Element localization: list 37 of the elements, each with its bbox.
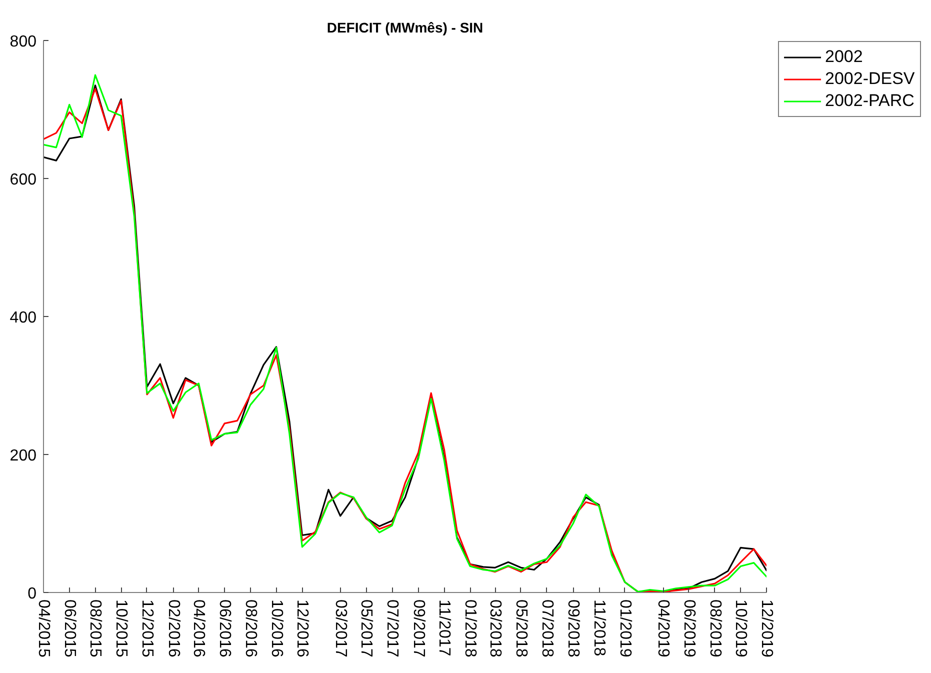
chart-title: DEFICIT (MWmês) - SIN xyxy=(326,20,484,36)
x-tick-label: 11/2018 xyxy=(590,600,608,656)
x-tick-label: 04/2015 xyxy=(35,600,52,658)
x-tick-label: 04/2019 xyxy=(654,600,672,658)
x-tick-label: 08/2016 xyxy=(242,600,259,658)
x-tick-label: 11/2017 xyxy=(436,600,453,656)
x-tick-label: 08/2019 xyxy=(706,600,724,658)
x-tick-label: 12/2015 xyxy=(138,600,156,658)
y-tick-label: 200 xyxy=(10,448,37,464)
legend-label: 2002-DESV xyxy=(825,69,915,89)
x-tick-label: 10/2015 xyxy=(112,600,130,658)
x-tick-label: 01/2019 xyxy=(616,600,634,658)
x-tick-label: 12/2016 xyxy=(294,600,311,658)
x-tick-label: 08/2015 xyxy=(86,600,104,658)
x-tick-label: 10/2016 xyxy=(268,600,285,658)
y-tick-label: 400 xyxy=(10,310,37,326)
x-tick-label: 06/2016 xyxy=(216,600,234,658)
x-tick-label: 12/2019 xyxy=(758,600,775,658)
x-tick-label: 09/2018 xyxy=(564,600,582,658)
x-tick-label: 01/2018 xyxy=(462,600,479,658)
x-tick-label: 05/2018 xyxy=(512,600,530,658)
x-tick-label: 09/2017 xyxy=(410,600,427,658)
y-tick-label: 0 xyxy=(28,586,37,602)
x-tick-label: 07/2018 xyxy=(538,600,556,658)
legend-label: 2002 xyxy=(825,47,863,67)
x-tick-label: 06/2015 xyxy=(60,600,78,658)
x-tick-label: 04/2016 xyxy=(190,600,208,658)
x-tick-label: 03/2017 xyxy=(332,600,349,658)
x-tick-label: 10/2019 xyxy=(732,600,750,658)
x-tick-label: 06/2019 xyxy=(680,600,698,658)
y-tick-label: 800 xyxy=(10,34,37,50)
legend-label: 2002-PARC xyxy=(825,91,914,111)
y-tick-label: 600 xyxy=(10,172,37,188)
x-tick-label: 03/2018 xyxy=(486,600,504,658)
x-tick-label: 05/2017 xyxy=(358,600,375,658)
x-tick-label: 07/2017 xyxy=(384,600,401,658)
x-tick-label: 02/2016 xyxy=(164,600,182,658)
